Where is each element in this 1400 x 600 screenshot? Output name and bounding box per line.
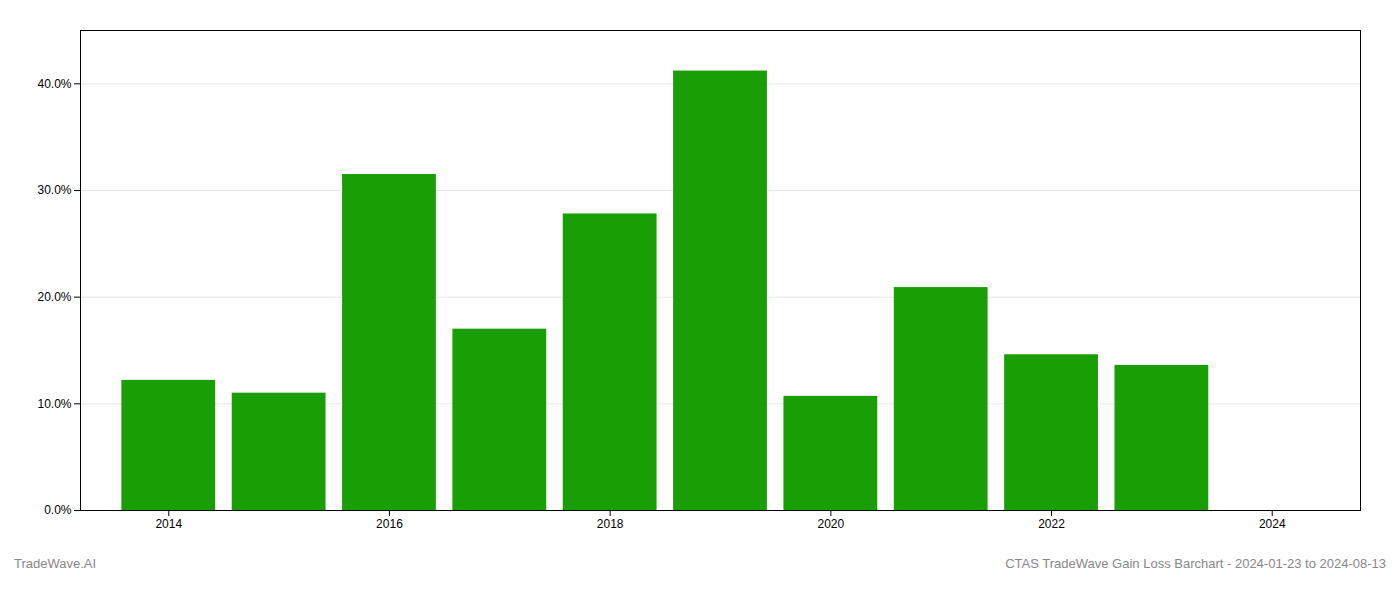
svg-text:40.0%: 40.0% — [37, 77, 71, 91]
svg-text:2018: 2018 — [597, 517, 624, 531]
svg-text:2022: 2022 — [1038, 517, 1065, 531]
svg-text:20.0%: 20.0% — [37, 290, 71, 304]
svg-text:10.0%: 10.0% — [37, 397, 71, 411]
svg-text:2020: 2020 — [817, 517, 844, 531]
html-text:CTAS TradeWave Gain Loss Barch: CTAS TradeWave Gain Loss Barchart - 2024… — [1005, 556, 1386, 571]
svg-text:30.0%: 30.0% — [37, 183, 71, 197]
svg-text:2024: 2024 — [1259, 517, 1286, 531]
svg-text:0.0%: 0.0% — [44, 503, 72, 517]
html-text:TradeWave.AI: TradeWave.AI — [14, 556, 97, 571]
svg-text:2016: 2016 — [376, 517, 403, 531]
svg-text:2014: 2014 — [155, 517, 182, 531]
